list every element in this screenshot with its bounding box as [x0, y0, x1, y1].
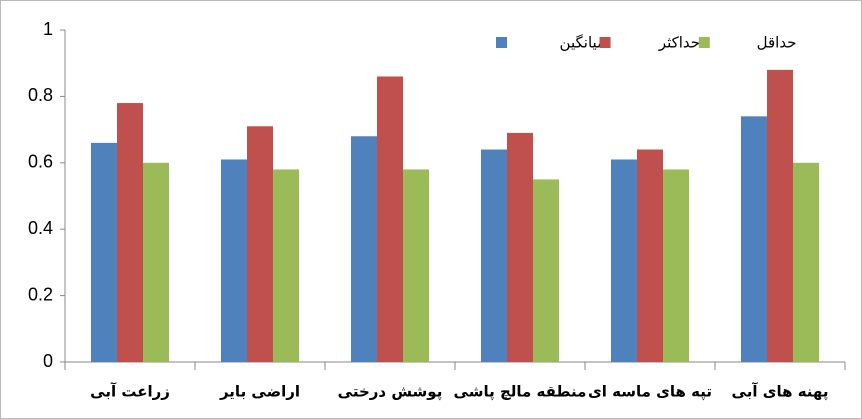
- bar: [533, 179, 559, 362]
- legend-label: حداکثر: [658, 34, 700, 52]
- x-tick-label: پوشش درختی: [338, 383, 443, 402]
- x-tick-label: اراضی بایر: [219, 383, 300, 401]
- legend-label: میانگین: [560, 34, 606, 52]
- y-tick-label: 0.4: [28, 218, 53, 238]
- x-tick-label: زراعت آبی: [90, 383, 170, 401]
- bar: [91, 142, 117, 362]
- bar: [611, 159, 637, 362]
- bar: [117, 103, 143, 362]
- bar: [793, 162, 819, 362]
- legend-label: حداقل: [757, 34, 797, 52]
- bar: [377, 76, 403, 362]
- legend-swatch: [599, 37, 611, 48]
- bar: [741, 116, 767, 362]
- bar: [403, 169, 429, 362]
- bar: [273, 169, 299, 362]
- bar: [247, 126, 273, 362]
- legend-swatch: [698, 37, 710, 48]
- bar: [351, 136, 377, 362]
- y-tick-label: 0: [43, 351, 53, 371]
- y-tick-label: 1: [43, 19, 53, 39]
- x-tick-label: منطقه مالچ پاشی: [454, 383, 587, 402]
- y-tick-label: 0.6: [28, 152, 53, 172]
- x-tick-label: پهنه های آبی: [732, 383, 829, 402]
- bar: [637, 149, 663, 362]
- bar: [507, 132, 533, 362]
- y-tick-label: 0.2: [28, 284, 53, 304]
- bar: [767, 69, 793, 362]
- bar: [481, 149, 507, 362]
- bar: [663, 169, 689, 362]
- legend-swatch: [496, 37, 507, 48]
- bar: [143, 162, 169, 362]
- y-tick-label: 0.8: [28, 85, 53, 105]
- bar: [221, 159, 247, 362]
- x-tick-label: تپه های ماسه ای: [588, 383, 712, 402]
